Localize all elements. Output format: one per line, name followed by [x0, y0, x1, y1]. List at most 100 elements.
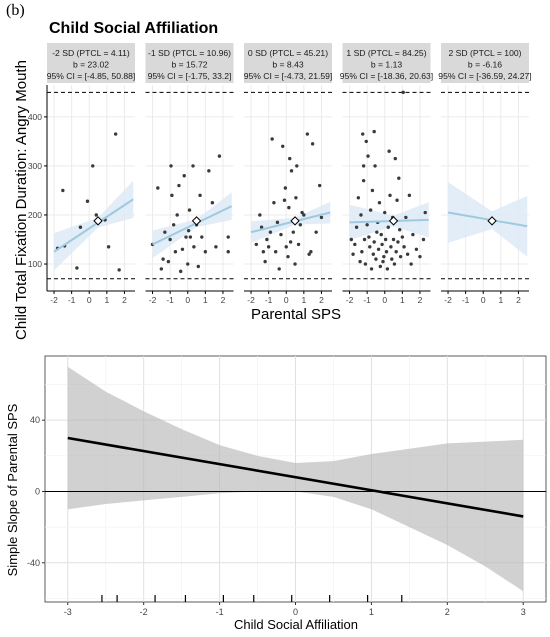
facet-strip-line-1: -1 SD (PTCL = 10.96) [148, 48, 231, 58]
data-point [372, 240, 376, 244]
bottom-simple-slope-chart: -3 -2 -1 0 1 2 3 -40 0 40 [27, 355, 547, 617]
data-point [383, 210, 387, 215]
y-tick-label: 300 [28, 161, 42, 171]
data-point [187, 208, 192, 212]
facet-strip-line-1: 1 SD (PTCL = 84.25) [346, 48, 426, 58]
data-point [279, 232, 283, 237]
data-point [371, 252, 375, 256]
data-point [381, 259, 385, 264]
data-point [265, 237, 269, 242]
data-point [380, 242, 384, 247]
data-point [171, 223, 176, 227]
data-point [78, 225, 83, 229]
data-point [401, 90, 405, 95]
data-point [404, 215, 408, 220]
x-tick-label: -3 [64, 607, 72, 617]
facet-strip [47, 43, 135, 83]
data-point [365, 223, 369, 227]
data-point [210, 201, 215, 205]
x-tick-label: -1 [462, 295, 470, 305]
mean-diamond-marker [191, 216, 202, 226]
data-point [356, 196, 361, 200]
data-point [384, 250, 389, 254]
data-point [226, 235, 230, 239]
x-tick-label: -2 [346, 295, 354, 305]
data-point [363, 262, 368, 266]
data-point [298, 223, 303, 227]
data-point [359, 213, 363, 217]
data-point [382, 254, 386, 259]
x-tick-label: 0 [481, 295, 486, 305]
data-point [281, 144, 285, 149]
regression-line [447, 211, 528, 228]
data-point [390, 257, 394, 261]
x-tick-label: 3 [521, 607, 526, 617]
data-point [366, 154, 370, 158]
x-tick-label: 2 [221, 295, 226, 305]
data-point [217, 154, 222, 158]
data-point [293, 262, 297, 266]
top-x-axis-label: Parental SPS [251, 306, 341, 323]
x-tick-label: 1 [400, 295, 405, 305]
data-point [369, 267, 374, 271]
data-point [191, 164, 195, 168]
data-point [184, 235, 188, 239]
x-tick-label: 1 [369, 607, 374, 617]
x-tick-label: 0 [185, 295, 190, 305]
data-point [388, 193, 392, 198]
figure-label: (b) [6, 2, 25, 19]
data-point [169, 164, 173, 168]
data-point [258, 213, 262, 217]
facet-strip-line-2: b = -6.16 [468, 60, 502, 70]
data-point [361, 178, 366, 183]
data-point [392, 262, 397, 266]
data-point [395, 198, 399, 202]
data-point [387, 149, 391, 153]
data-point [398, 227, 402, 232]
bottom-x-axis-label: Child Social Affiliation [234, 617, 358, 632]
data-point [409, 262, 413, 266]
y-tick-label: -40 [27, 558, 40, 568]
data-point [200, 235, 204, 239]
facet-strip-line-1: -2 SD (PTCL = 4.11) [52, 48, 130, 58]
data-point [391, 237, 396, 242]
mean-diamond-marker [487, 216, 497, 226]
data-point [400, 235, 405, 239]
data-point [353, 242, 357, 247]
regression-line [250, 211, 331, 234]
simple-slope-line [67, 436, 524, 518]
data-point [186, 262, 190, 266]
data-point [294, 196, 298, 200]
x-tick-label: -2 [50, 295, 58, 305]
data-point [163, 230, 167, 234]
data-point [370, 188, 375, 193]
data-point [156, 186, 160, 190]
x-tick-label: 2 [319, 295, 324, 305]
data-point [273, 250, 278, 254]
x-tick-label: 2 [445, 607, 450, 617]
data-point [106, 245, 111, 249]
facet-strip [441, 43, 529, 83]
x-tick-label: -1 [166, 295, 174, 305]
data-point [368, 245, 372, 249]
data-point [254, 242, 259, 247]
data-point [367, 235, 371, 239]
data-point [117, 268, 121, 272]
data-point [175, 213, 179, 217]
data-point [296, 242, 301, 247]
data-point [386, 225, 390, 229]
data-point [283, 186, 288, 190]
data-point [317, 183, 322, 188]
data-point [376, 247, 381, 252]
data-point [300, 210, 304, 215]
data-point [291, 230, 295, 234]
data-point [374, 257, 378, 261]
data-point [113, 132, 118, 136]
y-tick-label: 400 [28, 112, 42, 122]
data-point [378, 264, 383, 269]
data-point [177, 183, 181, 188]
data-point [309, 250, 313, 254]
data-point [319, 215, 324, 220]
